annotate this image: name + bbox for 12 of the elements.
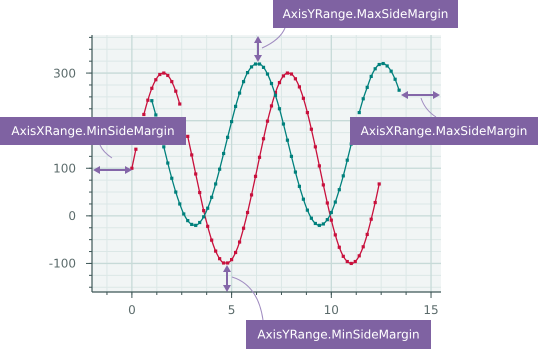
y-tick-label: 100 [53,161,76,176]
x-tick-label: 10 [324,303,339,317]
annotation: AxisXRange.MaxSideMargin [360,124,528,138]
x-tick-label: 15 [423,303,439,317]
y-tick-label: 300 [53,66,76,80]
y-tick-label: -100 [48,256,76,271]
y-tick-label: 0 [68,209,76,224]
x-tick-label: 0 [128,303,136,317]
text: AxisYRange.MaxSideMargin [282,7,448,22]
text: AxisYRange.MinSideMargin [257,328,420,342]
x-tick-label: 5 [228,303,236,317]
annotation: AxisXRange.MinSideMargin [11,124,175,138]
